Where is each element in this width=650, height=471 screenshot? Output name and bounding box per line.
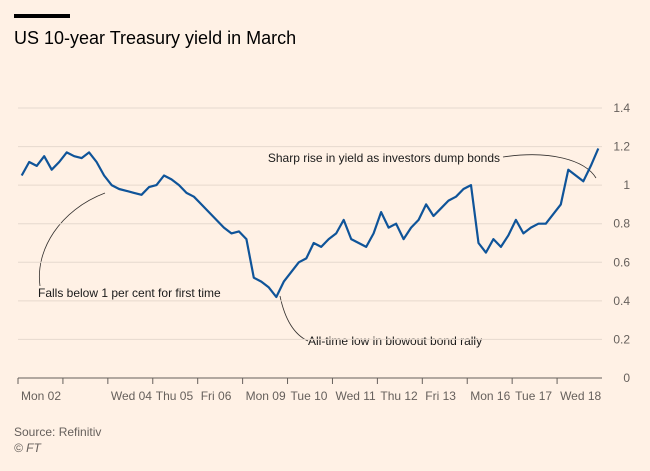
x-tick-label: Wed 18 — [560, 389, 601, 403]
x-tick-label: Mon 16 — [470, 389, 510, 403]
line — [20, 148, 600, 299]
leader-line — [38, 192, 106, 287]
y-tick-label: 1 — [623, 178, 630, 192]
x-tick-label: Tue 17 — [515, 389, 552, 403]
x-tick-label: Mon 02 — [21, 389, 61, 403]
chart-title: US 10-year Treasury yield in March — [14, 28, 296, 48]
leader-line — [279, 295, 309, 342]
x-tick-label: Tue 10 — [291, 389, 328, 403]
y-tick-label: 0 — [623, 371, 630, 385]
credit: © FT — [14, 441, 43, 455]
x-tick-label: Wed 11 — [335, 389, 376, 403]
source: Source: Refinitiv — [14, 425, 101, 439]
y-tick-label: 1.2 — [613, 140, 630, 154]
x-tick-label: Fri 06 — [201, 389, 232, 403]
y-tick-label: 0.8 — [613, 217, 630, 231]
x-tick-label: Wed 04 — [111, 389, 152, 403]
y-tick-label: 0.2 — [613, 332, 630, 346]
y-tick-label: 0.4 — [613, 294, 630, 308]
x-tick-label: Mon 09 — [246, 389, 286, 403]
brand-bar — [14, 14, 70, 18]
x-tick-label: Thu 12 — [380, 389, 418, 403]
x-tick-label: Thu 05 — [156, 389, 194, 403]
y-tick-label: 1.4 — [613, 101, 630, 115]
x-tick-label: Fri 13 — [425, 389, 456, 403]
annotation: Sharp rise in yield as investors dump bo… — [268, 151, 500, 165]
annotation: Falls below 1 per cent for first time — [38, 286, 221, 300]
y-tick-label: 0.6 — [613, 255, 630, 269]
leader-line — [502, 154, 597, 179]
annotation: All-time low in blowout bond rally — [308, 334, 482, 348]
